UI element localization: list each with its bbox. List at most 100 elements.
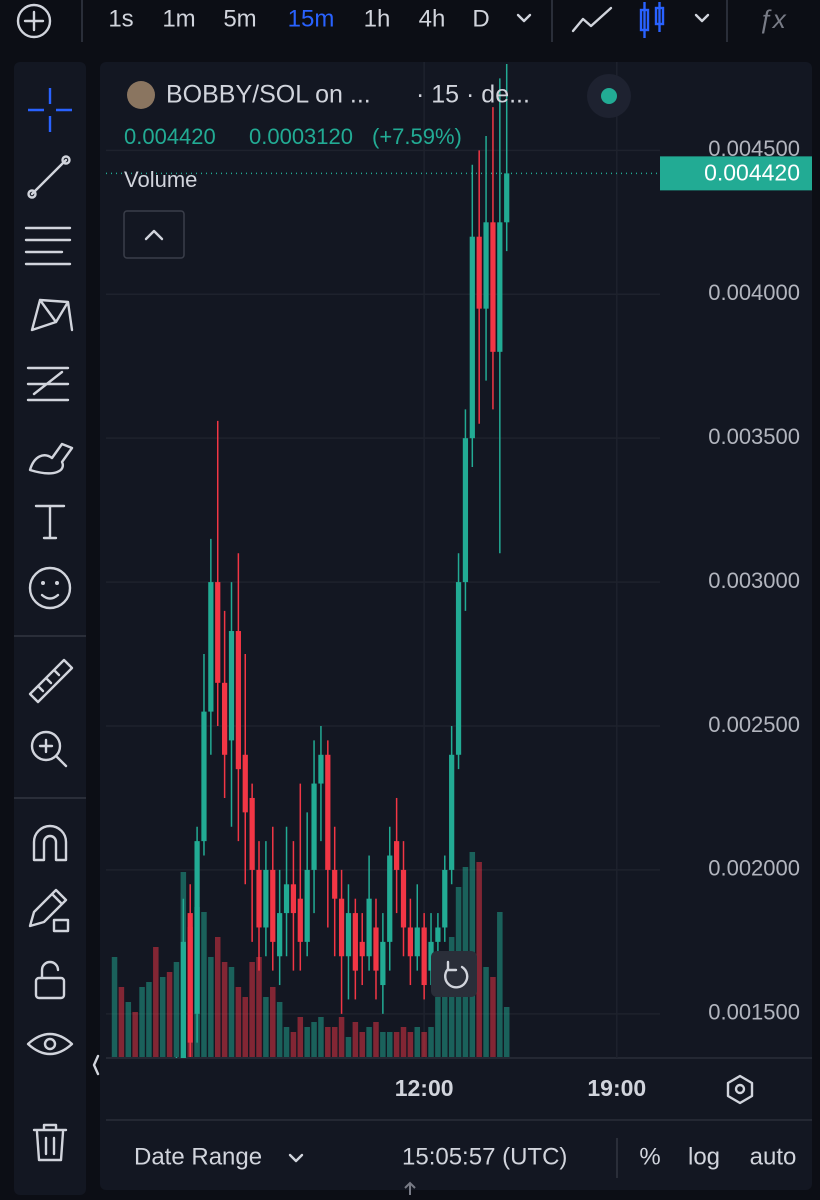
y-tick-label: 0.001500: [708, 1000, 800, 1025]
volume-bar: [166, 972, 173, 1057]
y-tick-label: 0.004000: [708, 280, 800, 305]
volume-bar: [318, 1017, 324, 1057]
legend: BOBBY/SOL on ... · 15 · de... 0.004420 0…: [123, 74, 631, 259]
volume-bar: [139, 987, 145, 1057]
interval-button[interactable]: 5m: [223, 5, 256, 32]
candle-body: [187, 913, 193, 1043]
volume-bar: [270, 987, 276, 1057]
candle-body: [208, 582, 214, 712]
collapse-handle[interactable]: [92, 1054, 100, 1076]
emoji-tool[interactable]: [28, 566, 72, 610]
candle-body: [325, 754, 331, 870]
candle-body: [297, 898, 303, 942]
y-tick-label: 0.003000: [708, 568, 800, 593]
auto-button[interactable]: auto: [750, 1143, 797, 1170]
date-range-button[interactable]: Date Range: [134, 1143, 262, 1170]
hline-tool[interactable]: [24, 226, 72, 266]
volume-bar: [428, 1027, 434, 1057]
volume-bar: [311, 1022, 317, 1057]
volume-bar: [490, 977, 496, 1057]
text-tool[interactable]: [34, 504, 66, 540]
volume-bar: [290, 1032, 297, 1057]
lock-tool[interactable]: [34, 960, 66, 1000]
candle-body: [345, 913, 352, 957]
candle-body: [380, 941, 386, 986]
interval-menu[interactable]: [516, 13, 532, 23]
interval-info: · 15 · de...: [416, 81, 530, 109]
x-tick-label: 12:00: [395, 1075, 454, 1101]
candle-body: [435, 927, 441, 942]
lock-drawings-tool[interactable]: [28, 888, 68, 928]
brush-tool[interactable]: [28, 442, 74, 475]
hide-tool[interactable]: [26, 1032, 74, 1056]
volume-bar: [421, 1032, 427, 1057]
interval-button[interactable]: 15m: [288, 5, 335, 32]
candle-body: [194, 841, 200, 1014]
collapse-button[interactable]: [123, 210, 185, 259]
candle-body: [235, 631, 241, 770]
zoom-tool[interactable]: [30, 730, 68, 768]
volume-bar: [386, 1032, 393, 1057]
fib-tool[interactable]: [26, 366, 70, 402]
settings-button[interactable]: [726, 1074, 754, 1105]
candle-body: [449, 754, 455, 870]
interval-button[interactable]: 1m: [162, 5, 195, 32]
volume-bar: [352, 1022, 359, 1057]
volume-bar: [214, 937, 221, 1057]
candle-body: [373, 927, 379, 971]
trend-line-tool[interactable]: [30, 158, 68, 196]
y-tick-label: 0.003500: [708, 424, 800, 449]
candle-body: [394, 841, 400, 870]
volume-bar: [235, 987, 242, 1057]
candle-body: [476, 236, 482, 309]
volume-bar: [159, 977, 166, 1057]
magnet-tool[interactable]: [32, 824, 68, 862]
percent-button[interactable]: %: [639, 1143, 660, 1170]
candle-body: [387, 855, 393, 942]
candle-body: [338, 898, 345, 957]
candle-body: [332, 869, 338, 899]
reset-button[interactable]: [431, 951, 477, 997]
interval-button[interactable]: 1s: [108, 5, 133, 32]
volume-bar: [208, 957, 214, 1057]
volume-bar: [331, 1027, 338, 1057]
interval-button[interactable]: D: [472, 5, 489, 32]
log-button[interactable]: log: [688, 1143, 720, 1170]
trash-tool[interactable]: [32, 1123, 68, 1162]
candle-body: [256, 869, 262, 928]
ruler-tool[interactable]: [28, 658, 74, 704]
candle-body: [228, 631, 235, 741]
candle-body: [483, 222, 489, 309]
pattern-tool[interactable]: [30, 298, 74, 332]
volume-bar: [146, 982, 152, 1057]
candle-body: [400, 869, 407, 928]
volume-bar: [228, 967, 235, 1057]
candle-body: [277, 913, 283, 957]
line-chart-button[interactable]: [571, 6, 613, 33]
candle-body: [242, 754, 248, 813]
volume-bar: [503, 1007, 510, 1057]
footer: Date Range 15:05:57 (UTC) % log auto: [134, 1138, 796, 1195]
chart-type-menu[interactable]: [694, 13, 710, 23]
candle-chart-button[interactable]: [639, 2, 665, 38]
candle-body: [290, 884, 297, 914]
volume-bar: [173, 962, 180, 1057]
candle-body: [311, 783, 317, 870]
drawing-tools: [14, 88, 86, 1162]
candle-body: [469, 236, 475, 439]
add-button[interactable]: [16, 3, 52, 39]
volume-bar: [442, 982, 448, 1057]
indicators-button[interactable]: ƒx: [758, 4, 786, 34]
volume-bar: [497, 912, 503, 1057]
interval-button[interactable]: 1h: [364, 5, 391, 32]
volume-bar: [153, 947, 159, 1057]
price-tag-label: 0.004420: [704, 159, 800, 185]
interval-button[interactable]: 4h: [419, 5, 446, 32]
candle-body: [414, 927, 420, 957]
crosshair-tool[interactable]: [28, 88, 72, 132]
legend-price: 0.004420: [124, 124, 216, 149]
volume-bar: [366, 1027, 372, 1057]
volume-bar: [249, 962, 255, 1057]
legend-change: 0.0003120: [249, 124, 353, 149]
